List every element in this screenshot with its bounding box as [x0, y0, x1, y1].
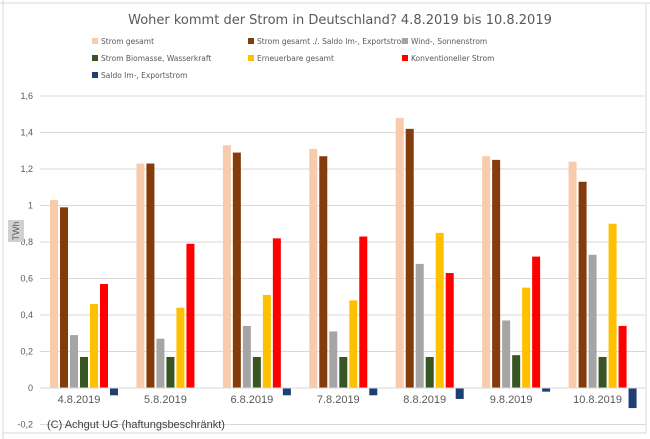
legend-label: Konventioneller Strom	[411, 54, 494, 63]
bar-wind-sonnenstrom	[242, 325, 251, 388]
x-category-label: 7.8.2019	[317, 394, 360, 406]
bar-erneuerbare-gesamt	[176, 307, 185, 388]
bar-strom-gesamt	[222, 145, 231, 388]
x-category-label: 9.8.2019	[490, 394, 533, 406]
x-axis-categories: 4.8.2019 5.8.2019 6.8.2019 7.8.2019 8.8.2019…	[58, 394, 622, 406]
y-tick-label: 0,6	[20, 274, 33, 284]
bar-erneuerbare-gesamt	[522, 287, 531, 388]
legend-label: Strom gesamt	[101, 37, 154, 46]
bar-konventioneller-strom	[532, 256, 541, 388]
legend: Strom gesamt Strom gesamt ./. Saldo Im-, …	[92, 37, 494, 80]
bar-saldo-im-exportstrom	[110, 388, 118, 396]
bar-konventioneller-strom	[186, 243, 195, 388]
legend-item: Strom gesamt ./. Saldo Im-, Exportstrom	[248, 37, 408, 46]
x-category-label: 6.8.2019	[230, 394, 273, 406]
bar-saldo-im-exportstrom	[282, 388, 291, 396]
bar-wind-sonnenstrom	[70, 335, 78, 388]
bars	[50, 117, 637, 409]
legend-item: Strom Biomasse, Wasserkraft	[92, 54, 211, 63]
legend-label: Strom Biomasse, Wasserkraft	[101, 54, 211, 63]
bar-saldo-im-exportstrom	[455, 388, 464, 399]
bar-konventioneller-strom	[100, 283, 108, 388]
bar-wind-sonnenstrom	[329, 331, 338, 388]
bar-konventioneller-strom	[359, 236, 368, 388]
y-axis-label: TWh	[8, 220, 24, 242]
legend-item: Saldo Im-, Exportstrom	[92, 71, 187, 80]
bar-strom-gesamt-saldo-im-exportstrom	[492, 159, 501, 388]
y-tick-label: 1,2	[20, 164, 33, 174]
copyright-annotation: (C) Achgut UG (haftungsbeschränkt)	[47, 419, 225, 431]
legend-item: Konventioneller Strom	[402, 54, 494, 63]
y-axis-label-badge	[8, 220, 24, 242]
x-category-label: 10.8.2019	[573, 394, 622, 406]
bar-strom-gesamt	[482, 156, 491, 388]
y-tick-label: 1,6	[20, 91, 33, 101]
bar-strom-biomasse-wasserkraft	[425, 356, 434, 388]
legend-label: Erneuerbare gesamt	[257, 54, 334, 63]
bar-strom-gesamt	[309, 148, 318, 388]
x-category-label: 4.8.2019	[58, 394, 101, 406]
y-tick-label: 0	[28, 383, 33, 393]
bar-strom-gesamt-saldo-im-exportstrom	[319, 156, 328, 388]
y-axis-label-text: TWh	[11, 222, 21, 241]
legend-label: Wind-, Sonnenstrom	[411, 37, 487, 46]
bar-strom-biomasse-wasserkraft	[339, 356, 348, 388]
bar-strom-gesamt-saldo-im-exportstrom	[60, 207, 68, 388]
bar-wind-sonnenstrom	[415, 263, 424, 388]
legend-swatch	[248, 38, 254, 44]
bar-strom-gesamt	[50, 200, 58, 388]
bar-saldo-im-exportstrom	[628, 388, 637, 409]
y-tick-label: 1,4	[20, 128, 33, 138]
bar-strom-gesamt	[136, 163, 145, 388]
bar-saldo-im-exportstrom	[369, 388, 378, 396]
bar-erneuerbare-gesamt	[608, 223, 617, 388]
bar-strom-gesamt-saldo-im-exportstrom	[578, 181, 587, 388]
legend-swatch	[92, 38, 98, 44]
bar-konventioneller-strom	[445, 273, 454, 388]
bar-strom-gesamt	[395, 117, 404, 389]
bar-saldo-im-exportstrom	[542, 388, 551, 392]
legend-label: Strom gesamt ./. Saldo Im-, Exportstrom	[257, 37, 408, 46]
bar-strom-gesamt	[568, 161, 577, 388]
bar-strom-gesamt-saldo-im-exportstrom	[146, 163, 155, 388]
bar-erneuerbare-gesamt	[262, 294, 271, 388]
y-tick-label: -0,2	[17, 420, 33, 430]
y-tick-label: 0,8	[20, 237, 33, 247]
bar-strom-biomasse-wasserkraft	[598, 356, 607, 388]
bar-strom-biomasse-wasserkraft	[166, 356, 175, 388]
legend-item: Strom gesamt	[92, 37, 154, 46]
bar-erneuerbare-gesamt	[90, 304, 98, 388]
bar-erneuerbare-gesamt	[435, 232, 444, 388]
legend-swatch	[402, 55, 408, 61]
legend-swatch	[92, 72, 98, 78]
x-category-label: 8.8.2019	[403, 394, 446, 406]
legend-item: Wind-, Sonnenstrom	[402, 37, 487, 46]
chart-title: Woher kommt der Strom in Deutschland? 4.…	[128, 13, 552, 28]
bar-strom-gesamt-saldo-im-exportstrom	[232, 152, 241, 388]
bar-strom-biomasse-wasserkraft	[512, 355, 521, 388]
bar-strom-biomasse-wasserkraft	[252, 356, 261, 388]
legend-swatch	[248, 55, 254, 61]
legend-swatch	[92, 55, 98, 61]
bar-strom-biomasse-wasserkraft	[80, 356, 88, 388]
x-category-label: 5.8.2019	[144, 394, 187, 406]
y-tick-label: 0,4	[20, 310, 33, 320]
bar-erneuerbare-gesamt	[349, 300, 358, 388]
legend-label: Saldo Im-, Exportstrom	[101, 71, 187, 80]
bar-wind-sonnenstrom	[502, 320, 511, 388]
y-axis-ticks: -0,2 0 0,2 0,4 0,6 0,8 1 1,2 1,4 1,6	[17, 91, 33, 430]
bar-wind-sonnenstrom	[588, 254, 597, 388]
y-tick-label: 1	[28, 201, 33, 211]
bar-strom-gesamt-saldo-im-exportstrom	[405, 128, 414, 388]
legend-swatch	[402, 38, 408, 44]
bar-wind-sonnenstrom	[156, 338, 165, 388]
legend-item: Erneuerbare gesamt	[248, 54, 334, 63]
bar-konventioneller-strom	[618, 325, 627, 388]
bar-konventioneller-strom	[272, 238, 281, 388]
y-tick-label: 0,2	[20, 347, 33, 357]
